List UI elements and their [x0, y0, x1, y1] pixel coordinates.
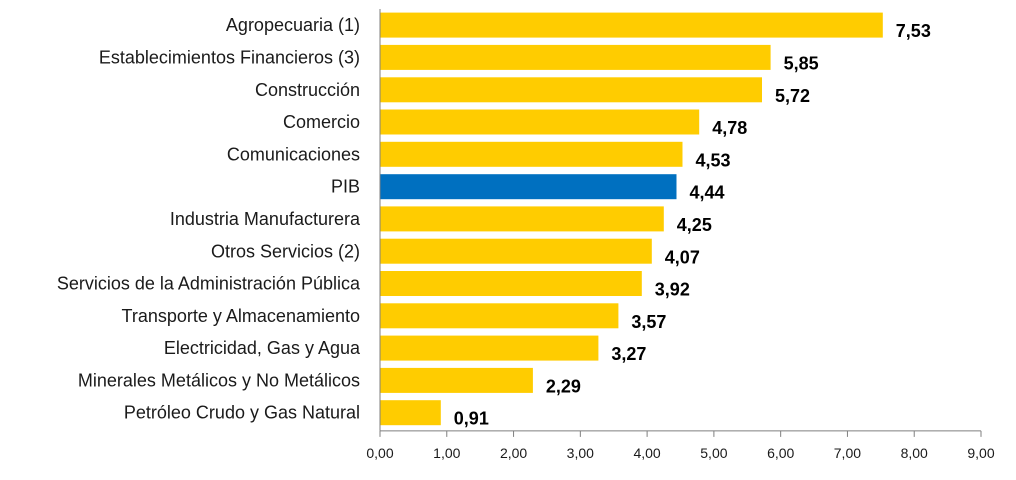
category-label-industria-manufacturera: Industria Manufacturera: [170, 209, 361, 229]
category-label-petroleo-crudo-y-gas-natural: Petróleo Crudo y Gas Natural: [124, 403, 360, 423]
value-label-pib: 4,44: [690, 183, 725, 203]
category-label-construccion: Construcción: [255, 80, 360, 100]
bar-electricidad-gas-y-agua: [380, 335, 599, 361]
value-labels: 7,53 5,85 5,72 4,78 4,53 4,44 4,25 4,07 3,92 3,57…: [454, 21, 931, 429]
value-label-minerales-metalicos-y-no-metalicos: 2,29: [546, 376, 581, 396]
bar-transporte-y-almacenamiento: [380, 303, 619, 329]
value-label-industria-manufacturera: 4,25: [677, 215, 712, 235]
value-label-otros-servicios-2: 4,07: [665, 247, 700, 267]
x-tick-label: 6,00: [767, 445, 794, 461]
bar-servicios-de-la-administracion-publica: [380, 271, 642, 296]
x-tick-label: 1,00: [433, 445, 460, 461]
bar-establecimientos-financieros-3: [380, 44, 771, 70]
category-label-electricidad-gas-y-agua: Electricidad, Gas y Agua: [164, 338, 361, 358]
category-label-transporte-y-almacenamiento: Transporte y Almacenamiento: [122, 306, 360, 326]
value-label-comercio: 4,78: [712, 118, 747, 138]
category-label-pib: PIB: [331, 177, 360, 197]
bar-otros-servicios-2: [380, 238, 652, 264]
value-label-servicios-de-la-administracion-publica: 3,92: [655, 280, 690, 300]
x-tick-label: 9,00: [967, 445, 994, 461]
bar-pib: [380, 174, 677, 200]
value-label-establecimientos-financieros-3: 5,85: [784, 53, 819, 73]
x-tick-label: 7,00: [834, 445, 861, 461]
value-label-construccion: 5,72: [775, 86, 810, 106]
category-label-comunicaciones: Comunicaciones: [227, 144, 360, 164]
x-tick-label: 8,00: [901, 445, 928, 461]
category-labels: Agropecuaria (1) Establecimientos Financi…: [57, 15, 361, 423]
value-label-agropecuaria-1: 7,53: [896, 21, 931, 41]
category-label-otros-servicios-2: Otros Servicios (2): [211, 241, 360, 261]
bar-construccion: [380, 77, 762, 103]
x-tick-label: 4,00: [633, 445, 660, 461]
value-label-comunicaciones: 4,53: [696, 150, 731, 170]
value-label-transporte-y-almacenamiento: 3,57: [631, 312, 666, 332]
value-label-petroleo-crudo-y-gas-natural: 0,91: [454, 409, 489, 429]
bar-agropecuaria-1: [380, 12, 883, 38]
value-label-electricidad-gas-y-agua: 3,27: [611, 344, 646, 364]
x-tick-label: 0,00: [366, 445, 393, 461]
category-label-establecimientos-financieros-3: Establecimientos Financieros (3): [99, 47, 360, 67]
bar-petroleo-crudo-y-gas-natural: [380, 400, 441, 426]
category-label-minerales-metalicos-y-no-metalicos: Minerales Metálicos y No Metálicos: [78, 370, 360, 390]
category-label-agropecuaria-1: Agropecuaria (1): [226, 15, 360, 35]
bar-comunicaciones: [380, 141, 683, 167]
x-axis: 0,00 1,00 2,00 3,00 4,00 5,00 6,00 7,00 8,00 9,00: [366, 9, 995, 461]
bar-industria-manufacturera: [380, 206, 664, 232]
bar-comercio: [380, 109, 700, 135]
bars-group: [380, 12, 883, 426]
x-tick-label: 2,00: [500, 445, 527, 461]
category-label-servicios-de-la-administracion-publica: Servicios de la Administración Pública: [57, 274, 361, 294]
x-tick-label: 5,00: [700, 445, 727, 461]
bar-minerales-metalicos-y-no-metalicos: [380, 367, 533, 393]
category-label-comercio: Comercio: [283, 112, 360, 132]
x-tick-label: 3,00: [567, 445, 594, 461]
